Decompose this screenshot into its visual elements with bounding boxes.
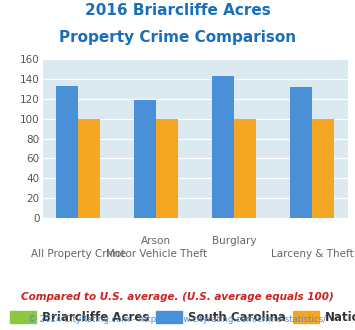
Text: Property Crime Comparison: Property Crime Comparison [59, 30, 296, 45]
Bar [234, 119, 256, 218]
Text: 2016 Briarcliffe Acres: 2016 Briarcliffe Acres [84, 3, 271, 18]
Bar [312, 119, 334, 218]
Bar [78, 119, 100, 218]
Bar [156, 119, 178, 218]
Legend: Briarcliffe Acres, South Carolina, National: Briarcliffe Acres, South Carolina, Natio… [5, 306, 355, 329]
Bar [290, 87, 312, 218]
Text: © 2024 CityRating.com - https://www.cityrating.com/crime-statistics/: © 2024 CityRating.com - https://www.city… [28, 315, 327, 324]
Text: Compared to U.S. average. (U.S. average equals 100): Compared to U.S. average. (U.S. average … [21, 292, 334, 302]
Bar [212, 76, 234, 218]
Text: Burglary: Burglary [212, 236, 256, 246]
Text: Arson: Arson [141, 236, 171, 246]
Text: All Property Crime: All Property Crime [31, 249, 126, 259]
Bar [135, 100, 156, 218]
Text: Motor Vehicle Theft: Motor Vehicle Theft [106, 249, 207, 259]
Text: Larceny & Theft: Larceny & Theft [271, 249, 354, 259]
Bar [56, 86, 78, 218]
